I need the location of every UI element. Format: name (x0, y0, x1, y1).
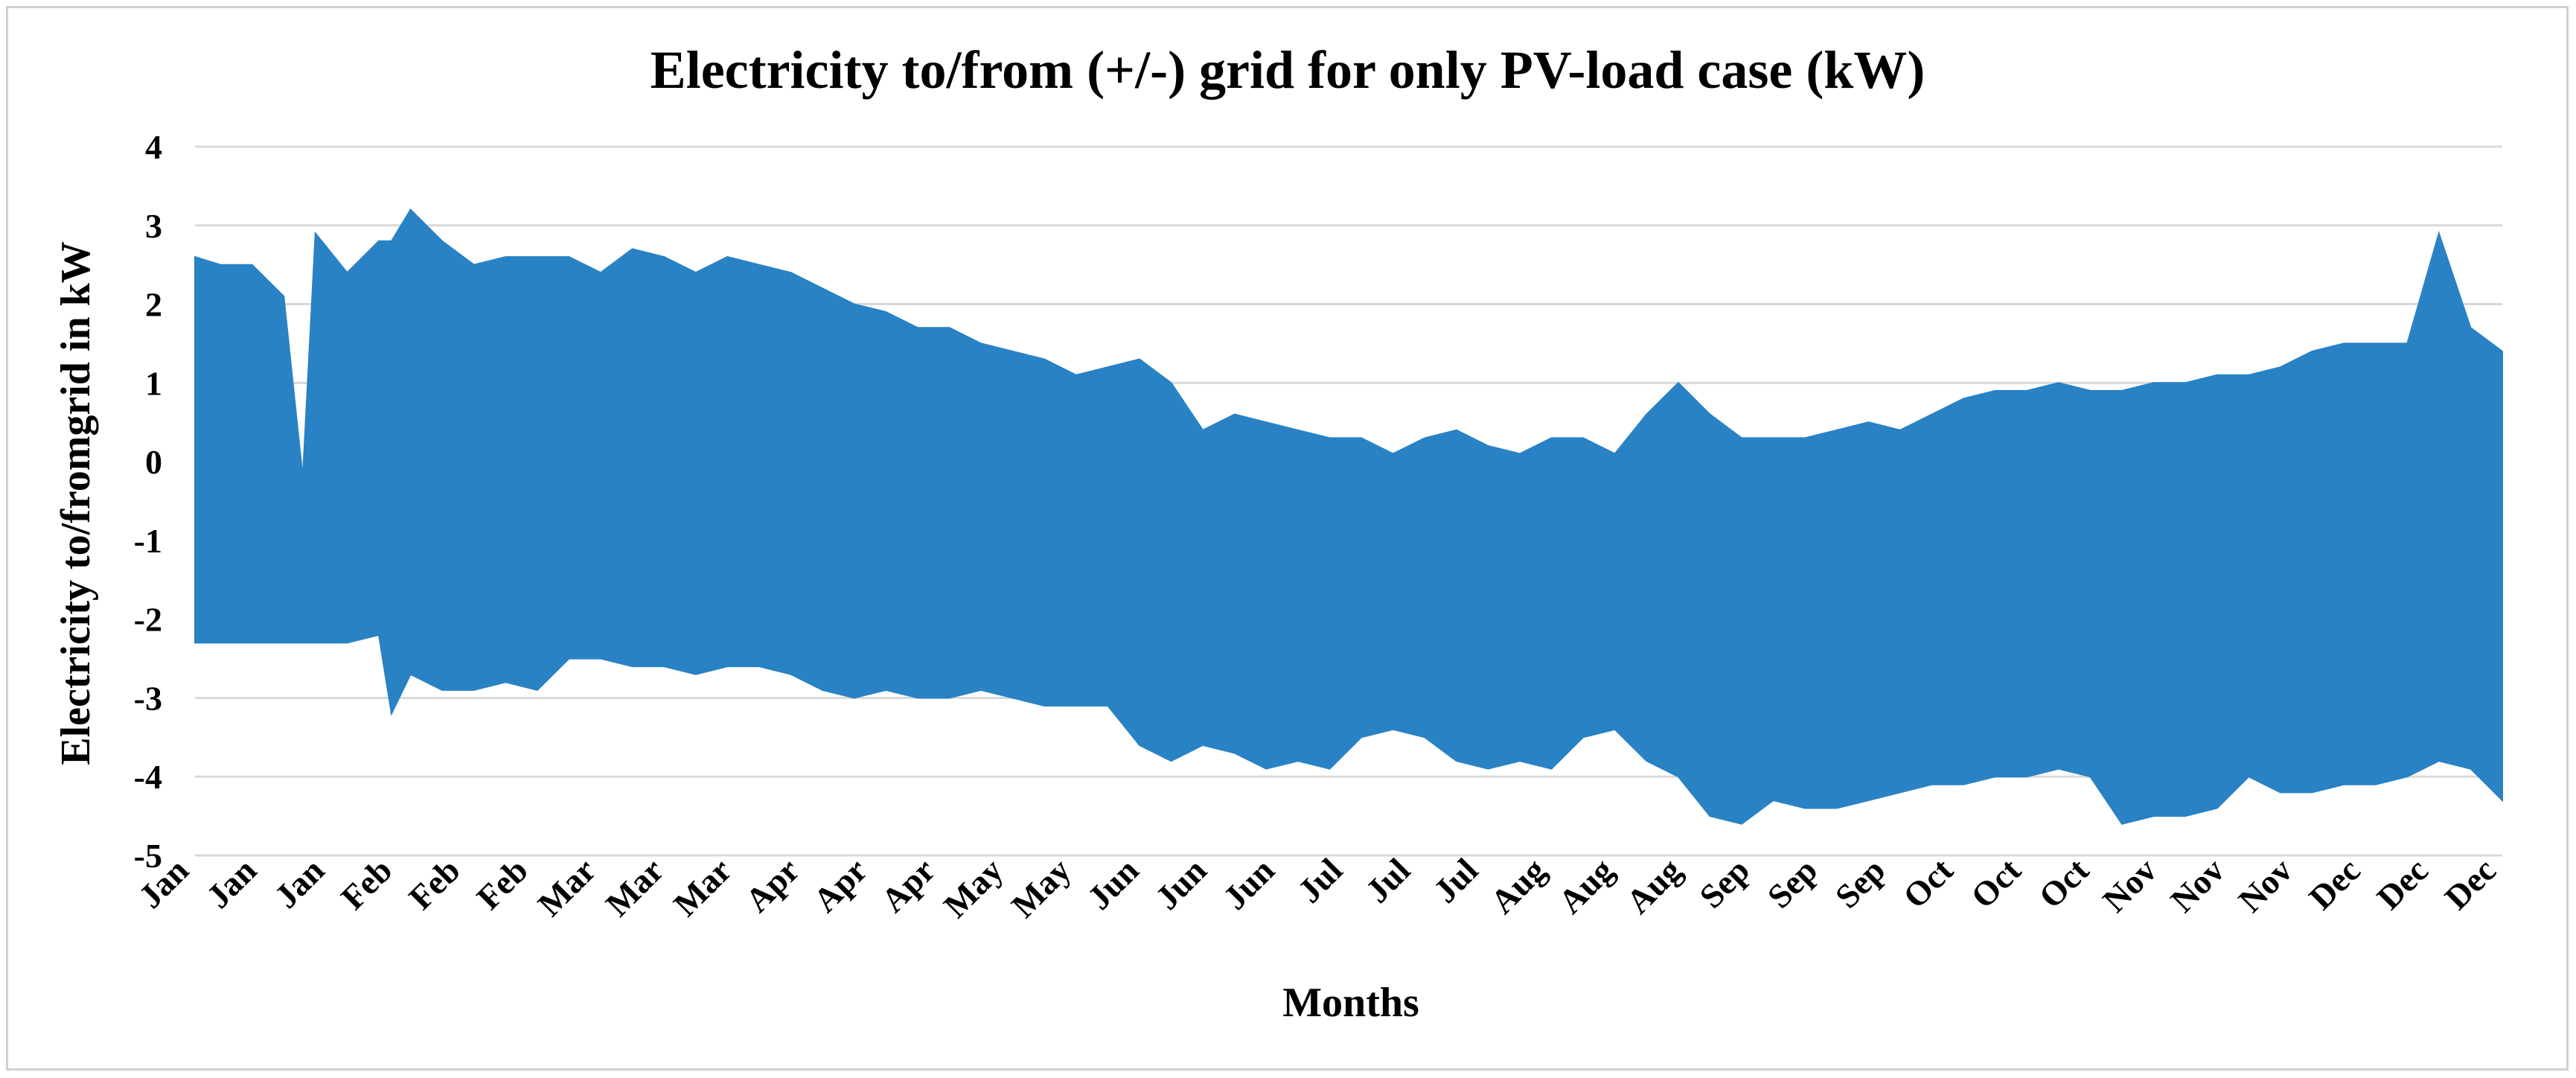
y-axis-ticks: 4 3 2 1 0 -1 -2 -3 -4 -5 (134, 128, 162, 875)
y-tick-label: 3 (145, 207, 162, 245)
x-tick-label: Sep (1760, 851, 1825, 916)
y-tick-label: -5 (134, 837, 162, 875)
x-tick-label: Sep (1828, 851, 1893, 916)
y-tick-label: 1 (145, 364, 162, 402)
y-tick-label: 0 (145, 443, 162, 481)
x-tick-label: Jun (1148, 851, 1214, 917)
x-tick-label: Jun (1080, 851, 1146, 917)
x-tick-label: Oct (1963, 851, 2028, 916)
y-tick-label: -2 (134, 601, 162, 639)
x-tick-label: Mar (598, 851, 671, 923)
x-tick-label: Aug (1551, 851, 1621, 921)
y-tick-label: 2 (145, 286, 162, 324)
series-area (194, 208, 2503, 825)
x-tick-label: Dec (2369, 851, 2435, 916)
x-tick-label: Jun (1215, 851, 1282, 917)
x-tick-label: Mar (666, 851, 738, 923)
x-tick-label: Nov (2163, 851, 2231, 919)
y-tick-label: -1 (134, 522, 162, 560)
x-tick-label: Feb (469, 851, 534, 916)
x-tick-label: Feb (401, 851, 467, 916)
x-tick-label: Jul (1426, 851, 1485, 910)
x-tick-label: Nov (2231, 851, 2299, 919)
x-tick-label: Apr (738, 851, 807, 919)
y-tick-label: 4 (145, 128, 162, 166)
x-tick-label: Aug (1483, 851, 1553, 921)
x-tick-label: Oct (1896, 851, 1960, 916)
x-tick-label: May (936, 851, 1010, 925)
x-tick-label: Nov (2095, 851, 2164, 919)
x-tick-label: Jul (1358, 851, 1417, 910)
y-tick-label: -3 (134, 679, 162, 717)
x-axis-title: Months (1282, 980, 1419, 1026)
x-tick-label: Jul (1291, 851, 1349, 910)
x-tick-label: Dec (2301, 851, 2367, 916)
x-tick-label: Aug (1619, 851, 1689, 921)
series-area-fill (194, 208, 2503, 825)
x-tick-label: Jan (199, 851, 264, 916)
x-tick-label: Feb (333, 851, 399, 916)
x-tick-label: Jan (267, 851, 332, 916)
x-tick-label: May (1004, 851, 1078, 925)
x-tick-label: Oct (2031, 851, 2096, 916)
x-tick-label: Sep (1692, 851, 1757, 916)
x-tick-label: Apr (874, 851, 942, 919)
y-tick-label: -4 (134, 758, 162, 796)
x-tick-label: Apr (806, 851, 875, 919)
chart-title: Electricity to/from (+/-) grid for only … (651, 40, 1925, 100)
x-tick-label: Dec (2438, 851, 2503, 916)
y-axis-title: Electricity to/fromgrid in kW (53, 241, 99, 765)
x-tick-label: Mar (531, 851, 603, 923)
